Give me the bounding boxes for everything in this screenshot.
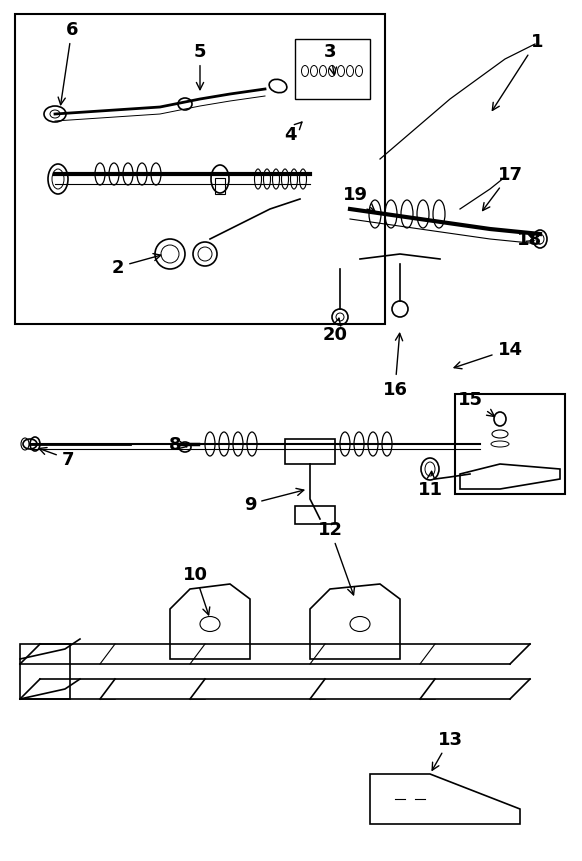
Text: 2: 2 xyxy=(112,254,161,276)
Bar xyxy=(295,506,335,524)
Bar xyxy=(15,15,385,325)
Text: 19: 19 xyxy=(342,186,375,212)
Text: 18: 18 xyxy=(517,231,542,249)
Bar xyxy=(215,179,225,195)
Text: 7: 7 xyxy=(39,448,74,468)
Bar xyxy=(455,394,565,494)
Text: 10: 10 xyxy=(183,566,210,615)
Text: 1: 1 xyxy=(492,33,543,111)
Text: 11: 11 xyxy=(417,472,442,499)
Text: 20: 20 xyxy=(322,319,347,344)
Text: 4: 4 xyxy=(284,123,302,144)
Text: 14: 14 xyxy=(454,341,523,369)
Bar xyxy=(285,439,335,464)
Text: 12: 12 xyxy=(318,520,354,595)
Text: 16: 16 xyxy=(382,334,407,399)
Text: 8: 8 xyxy=(169,436,187,454)
Bar xyxy=(295,40,370,100)
Text: 17: 17 xyxy=(482,166,523,211)
Bar xyxy=(20,644,70,699)
Text: 5: 5 xyxy=(194,43,206,90)
Text: 13: 13 xyxy=(432,730,463,771)
Text: 9: 9 xyxy=(244,489,304,513)
Text: 3: 3 xyxy=(324,43,336,76)
Text: 15: 15 xyxy=(457,391,495,417)
Text: 6: 6 xyxy=(58,21,78,106)
